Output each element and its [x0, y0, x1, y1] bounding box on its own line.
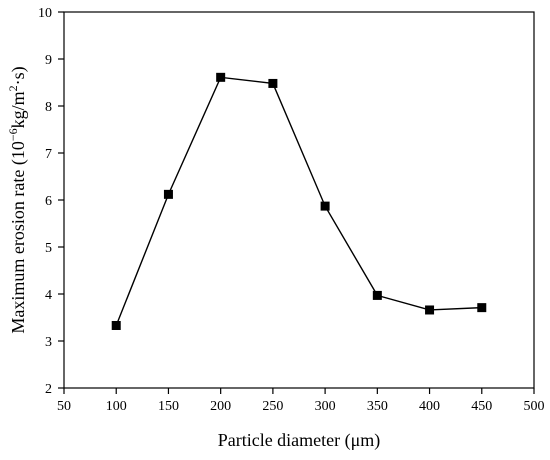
y-tick-label: 9 — [45, 53, 52, 68]
plot-area — [63, 11, 535, 389]
x-tick-label: 200 — [210, 399, 231, 414]
data-point — [320, 201, 330, 211]
data-point — [163, 189, 173, 199]
x-axis: 50 100 150 200 250 300 350 400 450 500 — [57, 388, 545, 414]
series-line — [115, 76, 482, 326]
x-tick-label: 150 — [158, 399, 179, 414]
y-tick-label: 10 — [38, 6, 52, 21]
plot-frame — [63, 11, 535, 389]
y-tick-label: 8 — [45, 100, 52, 115]
x-tick-label: 250 — [262, 399, 283, 414]
y-tick-label: 7 — [45, 147, 52, 162]
data-point — [425, 305, 435, 315]
x-tick-label: 350 — [367, 399, 388, 414]
data-point — [372, 290, 382, 300]
data-point — [111, 320, 121, 330]
x-tick-label: 50 — [57, 399, 71, 414]
y-axis: 2 3 4 5 6 7 8 9 10 — [38, 6, 64, 397]
x-axis-label: Particle diameter (μm) — [218, 430, 381, 451]
y-tick-label: 5 — [45, 241, 52, 256]
y-tick-label: 4 — [45, 288, 52, 303]
data-point — [477, 303, 487, 313]
y-axis-label-middle: kg/m — [8, 91, 28, 128]
y-tick-label: 6 — [45, 194, 52, 209]
x-tick-label: 450 — [471, 399, 492, 414]
data-point — [268, 78, 278, 88]
y-axis-label-suffix: ·s) — [8, 66, 29, 85]
data-point — [216, 72, 226, 82]
y-tick-label: 3 — [45, 335, 52, 350]
y-axis-label-prefix: Maximum erosion rate (10 — [8, 141, 29, 333]
y-axis-label-exponent: −6 — [6, 128, 20, 141]
y-axis-label: Maximum erosion rate (10−6kg/m2·s) — [6, 66, 29, 333]
x-tick-label: 300 — [315, 399, 336, 414]
y-axis-label-exponent2: 2 — [6, 85, 20, 91]
x-tick-label: 100 — [106, 399, 127, 414]
x-tick-label: 500 — [524, 399, 545, 414]
data-series — [111, 72, 487, 330]
y-tick-label: 2 — [45, 382, 52, 397]
x-tick-label: 400 — [419, 399, 440, 414]
